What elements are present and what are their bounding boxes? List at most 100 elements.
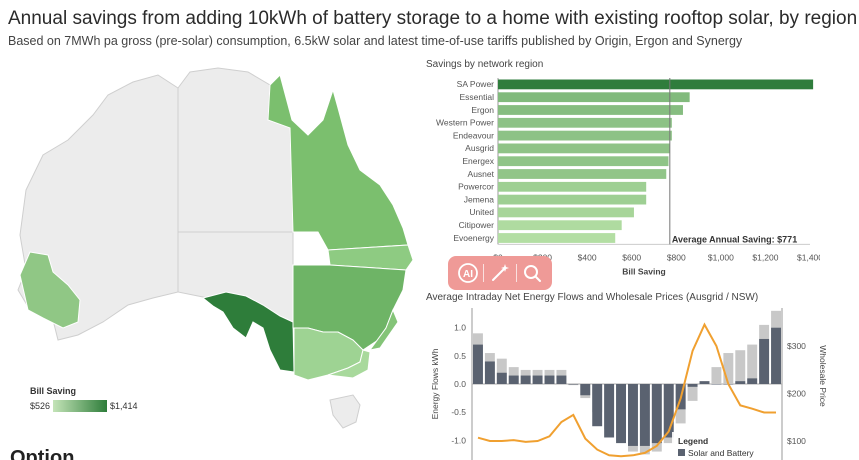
map-region-vic-east[interactable] [327,349,371,379]
flows-chart: 1.0 0.5 0.0 -0.5 -1.0 $300 $200 $100 Energy Flow… [430,308,828,460]
australia-map[interactable] [8,60,420,460]
search-button[interactable] [520,261,544,285]
flows-y2-tick: $300 [787,341,806,351]
options-heading: Option [10,447,75,460]
flows-battery-bar [616,384,626,444]
flows-battery-bar [580,384,591,396]
map-legend-min: $526 [30,401,51,411]
savings-bar [498,143,670,154]
flows-legend-bg [672,432,780,460]
savings-bar [498,233,616,243]
flows-battery-bar [771,327,781,384]
ai-icon-label: AI [463,269,473,280]
flows-solar-bar [568,384,579,386]
flows-price-line [477,322,776,458]
flows-battery-bar [532,375,543,384]
flows-legend-title: Legend [678,436,708,446]
flows-battery-bar [568,384,579,385]
flows-battery-bar [592,384,603,427]
flows-battery-bar [544,375,555,384]
map-legend-row: $526 $1,414 [30,400,230,412]
map-region-qld-ergon[interactable] [267,74,409,251]
savings-x-tick: $800 [667,252,686,262]
flows-y-tick: -1.0 [451,435,466,445]
flows-battery-bar [735,381,746,384]
flows-battery-bar [687,384,698,387]
flows-battery-bar [759,338,770,384]
flows-y-tick: -0.5 [451,407,466,417]
savings-x-tick: $1,000 [708,252,734,262]
flows-y-tick: 0.0 [454,379,466,389]
map-region-qld-energex[interactable] [327,244,414,271]
flows-battery-bar [747,378,758,384]
flows-battery-bar [628,384,638,446]
savings-x-tick: $400 [578,252,597,262]
savings-bar [498,156,669,167]
flows-solar-bar [687,384,698,401]
flows-battery-bar [556,375,567,384]
flows-y-tick: 1.0 [454,323,466,333]
savings-x-label: Bill Saving [622,266,665,276]
savings-bar [498,79,814,90]
page-title: Annual savings from adding 10kWh of batt… [8,8,858,29]
flows-solar-bar [508,367,519,384]
savings-category-label: SA Power [457,79,494,89]
savings-category-label: Energex [462,156,494,166]
map-svg [17,67,414,429]
flows-legend-swatch [678,449,685,456]
savings-chart-title: Savings by network region [426,59,544,70]
flows-battery-bar [663,384,674,438]
savings-bar [498,130,672,141]
page-subtitle: Based on 7MWh pa gross (pre-solar) consu… [8,34,743,48]
savings-x-tick: $600 [622,252,641,262]
ai-assist-button[interactable]: AI [456,261,480,285]
savings-category-label: Powercor [458,182,494,192]
map-legend: Bill Saving $526 $1,414 [30,386,230,426]
savings-category-label: Citipower [459,220,495,230]
flows-solar-bar [496,358,507,384]
savings-category-label: Ausnet [468,169,495,179]
savings-category-label: United [469,207,494,217]
savings-category-label: Ausgrid [465,143,494,153]
flows-y2-tick: $100 [787,436,806,446]
savings-bar [498,169,667,179]
flows-battery-bar [496,372,507,384]
savings-bar [498,181,647,192]
flows-y-tick: 0.5 [454,351,466,361]
flows-solar-bar [735,350,746,384]
floating-toolbar[interactable]: AI [448,256,552,290]
map-region-nsw-ausgrid[interactable] [368,308,399,351]
savings-bar [498,117,672,128]
flows-y2-tick: $200 [787,389,806,399]
flows-solar-bar [711,367,722,384]
savings-x-tick: $1,400 [797,252,820,262]
magic-wand-button[interactable] [488,261,512,285]
savings-category-label: Evoenergy [453,233,494,243]
map-legend-gradient [53,400,108,412]
map-legend-max: $1,414 [110,401,138,411]
search-icon [524,265,542,282]
map-region-wa-sw[interactable] [19,251,81,329]
flows-chart-title: Average Intraday Net Energy Flows and Wh… [426,292,759,303]
flows-battery-bar [484,361,495,384]
savings-average-label: Average Annual Saving: $771 [672,234,797,244]
toolbar-divider [515,264,517,282]
flows-battery-bar [508,375,519,384]
flows-battery-bar [604,384,615,438]
map-region-tas[interactable] [329,394,361,429]
flows-battery-bar [651,384,662,444]
savings-chart: SA Power Essential Ergon Western Power Endea… [436,78,820,276]
magic-wand-icon [491,264,509,281]
flows-battery-bar [699,381,710,384]
savings-category-label: Essential [460,92,495,102]
flows-y2-label: Wholesale Price [818,345,828,407]
savings-category-label: Jemena [464,194,495,204]
savings-bar [498,194,647,205]
savings-bar [498,105,683,115]
savings-x-tick: $1,200 [752,252,778,262]
map-region-sa-power[interactable] [201,291,295,373]
flows-battery-bar [473,344,483,384]
savings-category-label: Endeavour [453,130,494,140]
ai-icon: AI [457,263,478,283]
toolbar-divider [483,264,485,282]
